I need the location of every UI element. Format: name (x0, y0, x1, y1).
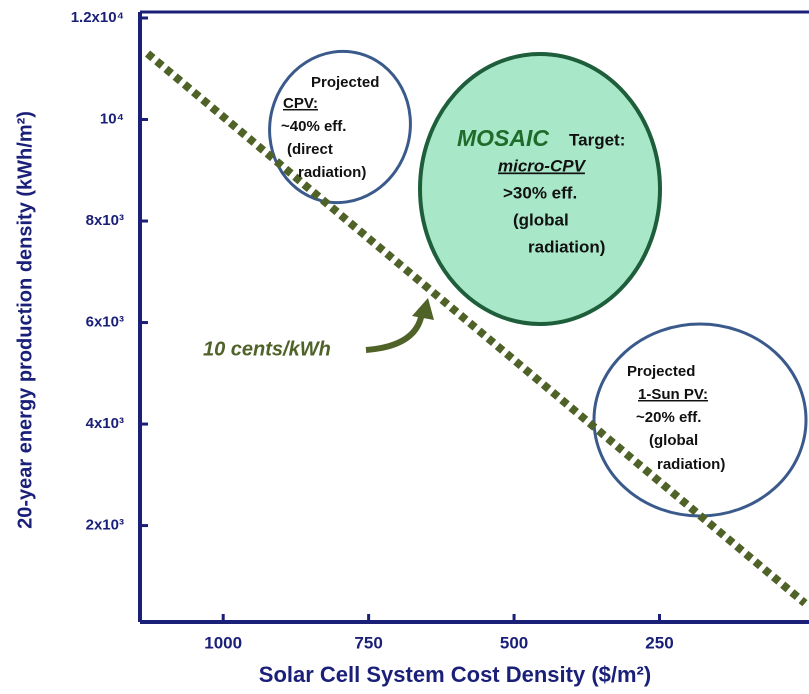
x-axis-label: Solar Cell System Cost Density ($/m²) (259, 662, 651, 687)
line-label: 10 cents/kWh (203, 338, 331, 360)
x-tick-label: 500 (500, 633, 528, 652)
annotation-text: radiation) (528, 237, 605, 256)
mosaic-circle (418, 52, 662, 326)
annotation-text: Projected (627, 363, 695, 380)
y-tick-label: 8x10³ (86, 212, 124, 229)
arrow-head (412, 298, 434, 320)
x-tick-label: 250 (645, 633, 673, 652)
y-axis-label: 20-year energy production density (kWh/m… (14, 111, 36, 529)
annotation-text: (global (513, 210, 569, 229)
y-tick-label: 6x10³ (86, 314, 124, 331)
annotation-text: (direct (287, 141, 333, 158)
annotation-text: radiation) (298, 164, 366, 181)
cpv-ellipse (268, 49, 412, 205)
annotation-text: 1-Sun PV: (638, 386, 708, 403)
annotation-text: ~40% eff. (281, 118, 346, 135)
annotation-text: micro-CPV (498, 156, 587, 175)
annotation-text: MOSAIC (457, 125, 549, 151)
annotation-text: ~20% eff. (636, 409, 701, 426)
arrow (365, 311, 425, 353)
y-tick-label: 4x10³ (86, 415, 124, 432)
x-tick-label: 750 (354, 633, 382, 652)
annotation-text: CPV: (283, 95, 318, 112)
series-line (144, 50, 808, 607)
x-tick-label: 1000 (204, 633, 242, 652)
y-tick-label: 2x10³ (86, 517, 124, 534)
plot (144, 50, 808, 607)
annotation-text: (global (649, 432, 698, 449)
y-tick-label: 1.2x10⁴ (71, 9, 124, 26)
annotation-text: Target: (569, 130, 625, 149)
annotation-text: Projected (311, 74, 379, 91)
annotation-text: >30% eff. (503, 183, 577, 202)
annotation-text: radiation) (657, 456, 725, 473)
y-tick-label: 10⁴ (100, 110, 124, 127)
